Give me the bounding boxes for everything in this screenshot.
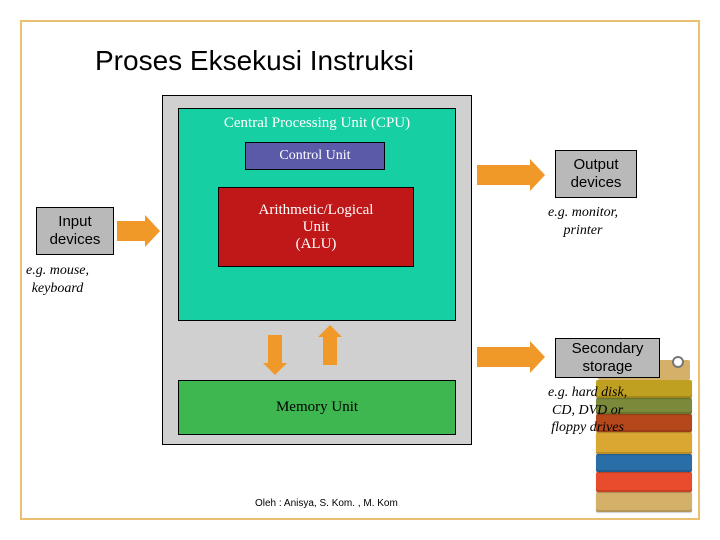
alu-box: Arithmetic/LogicalUnit(ALU)	[218, 187, 414, 267]
output-devices-label: Outputdevices	[571, 156, 622, 192]
input-devices-box: Inputdevices	[36, 207, 114, 255]
input-caption: e.g. mouse,keyboard	[26, 262, 89, 297]
alu-label: Arithmetic/LogicalUnit(ALU)	[259, 202, 374, 253]
input-devices-label: Inputdevices	[50, 213, 101, 249]
cpu-label: Central Processing Unit (CPU)	[179, 115, 455, 132]
secondary-caption: e.g. hard disk,CD, DVD orfloppy drives	[548, 384, 627, 437]
slide-title: Proses Eksekusi Instruksi	[95, 45, 414, 77]
secondary-storage-label: Secondarystorage	[572, 340, 644, 376]
control-unit-box: Control Unit	[245, 142, 385, 170]
output-devices-box: Outputdevices	[555, 150, 637, 198]
memory-unit-box: Memory Unit	[178, 380, 456, 435]
output-caption: e.g. monitor,printer	[548, 204, 618, 239]
footer-credit: Oleh : Anisya, S. Kom. , M. Kom	[255, 498, 398, 509]
memory-label: Memory Unit	[276, 399, 358, 416]
secondary-storage-box: Secondarystorage	[555, 338, 660, 378]
control-unit-label: Control Unit	[279, 148, 350, 164]
